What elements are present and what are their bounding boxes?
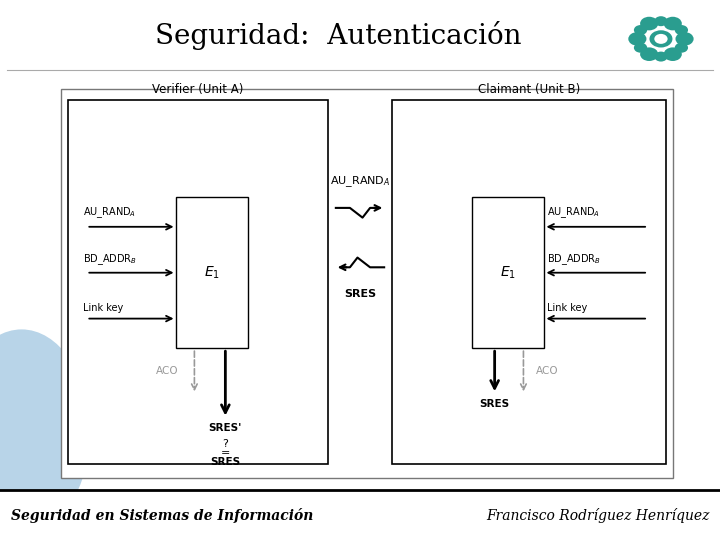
Bar [176,197,248,348]
Circle shape [629,32,647,46]
Text: $\mathsf{BD\_ADDR}_B$: $\mathsf{BD\_ADDR}_B$ [547,253,601,267]
Circle shape [649,30,672,48]
Text: $E_1$: $E_1$ [204,265,220,281]
Text: Link key: Link key [83,303,123,313]
Text: SRES: SRES [480,399,510,409]
Bar [392,100,666,464]
Text: SRES: SRES [210,457,240,468]
Circle shape [675,25,688,35]
Text: ?: ? [222,439,228,449]
Text: ACO: ACO [536,366,559,376]
Bar [472,197,544,348]
Text: $\mathsf{AU\_RAND}_A$: $\mathsf{AU\_RAND}_A$ [547,206,600,220]
Circle shape [654,52,667,62]
Circle shape [654,16,667,26]
Circle shape [634,25,647,35]
Circle shape [675,43,688,53]
Circle shape [640,17,658,30]
Text: $\mathsf{AU\_RAND}_A$: $\mathsf{AU\_RAND}_A$ [83,206,136,220]
Text: SRES': SRES' [209,423,242,433]
Text: Seguridad en Sistemas de Información: Seguridad en Sistemas de Información [11,508,313,523]
Text: $\mathsf{BD\_ADDR}_B$: $\mathsf{BD\_ADDR}_B$ [83,253,137,267]
Bar [61,89,673,478]
Circle shape [654,34,667,44]
Circle shape [640,48,658,61]
Text: Verifier (Unit A): Verifier (Unit A) [153,83,243,96]
Circle shape [664,17,682,30]
Text: ACO: ACO [156,366,179,376]
Circle shape [664,48,682,61]
Ellipse shape [0,329,90,535]
Text: $\mathsf{AU\_RAND}_A$: $\mathsf{AU\_RAND}_A$ [330,174,390,189]
Bar [68,100,328,464]
Circle shape [675,32,693,46]
Text: SRES: SRES [344,289,376,299]
Text: =: = [220,448,230,458]
Text: Seguridad:  Autenticación: Seguridad: Autenticación [155,21,522,50]
Circle shape [634,43,647,53]
Text: $E_1$: $E_1$ [500,265,516,281]
Text: Link key: Link key [547,303,588,313]
Bar [0,490,720,540]
Text: Claimant (Unit B): Claimant (Unit B) [478,83,580,96]
Text: Francisco Rodríguez Henríquez: Francisco Rodríguez Henríquez [486,508,709,523]
